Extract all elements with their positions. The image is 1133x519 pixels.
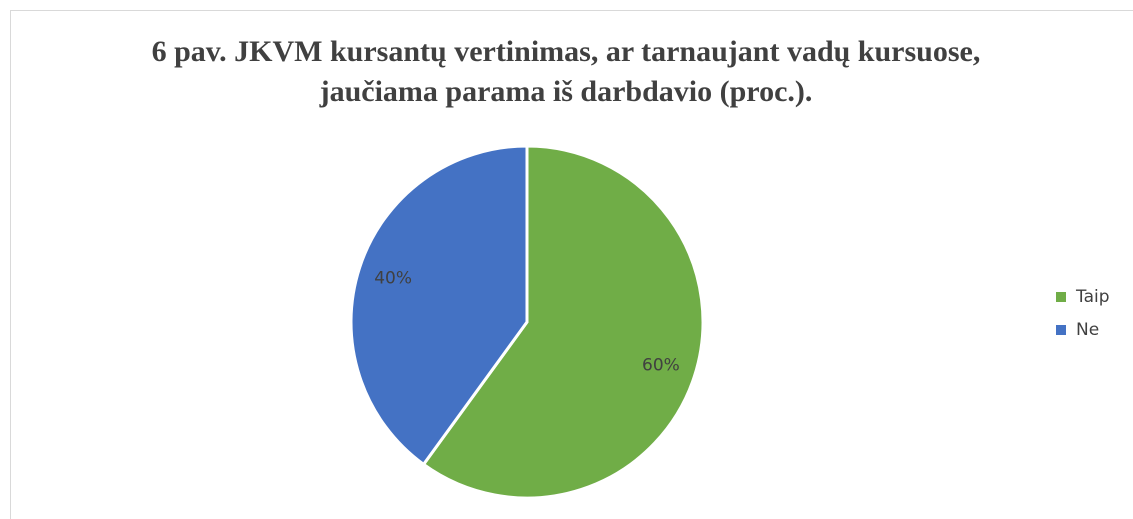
chart-border bbox=[10, 10, 1133, 519]
legend-label: Taip bbox=[1075, 287, 1110, 307]
legend-label: Ne bbox=[1076, 320, 1099, 340]
legend-swatch bbox=[1056, 292, 1066, 302]
pie-slice bbox=[349, 144, 529, 467]
data-label: 60% bbox=[642, 356, 680, 376]
data-label: 40% bbox=[374, 268, 412, 288]
pie-slice bbox=[421, 144, 705, 500]
legend-swatch bbox=[1056, 325, 1066, 335]
chart-title: 6 pav. JKVM kursantų vertinimas, ar tarn… bbox=[151, 35, 981, 108]
